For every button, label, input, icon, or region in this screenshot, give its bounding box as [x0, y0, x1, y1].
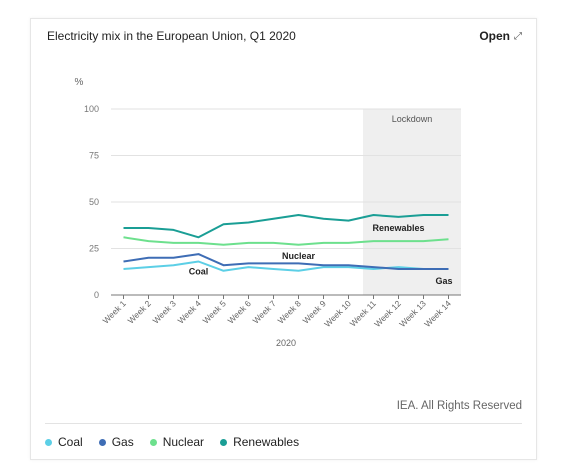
external-link-icon: ⤢	[514, 30, 522, 42]
x-tick-label: Week 10	[322, 298, 353, 329]
legend-label: Coal	[58, 435, 83, 449]
x-tick-label: Week 3	[151, 298, 179, 326]
chart-title: Electricity mix in the European Union, Q…	[47, 29, 296, 43]
legend-divider	[45, 423, 522, 424]
y-tick-label: 50	[89, 197, 99, 207]
legend-item-nuclear[interactable]: Nuclear	[149, 435, 205, 449]
y-tick-label: 100	[84, 104, 99, 114]
legend-marker-icon	[220, 438, 228, 446]
open-label: Open	[479, 29, 510, 43]
series-label-coal: Coal	[189, 267, 209, 277]
series-line-gas	[123, 253, 449, 270]
x-tick-label: Week 1	[101, 298, 129, 326]
chart-card: Electricity mix in the European Union, Q…	[30, 18, 537, 460]
series-line-coal	[123, 260, 449, 272]
y-axis-label: %	[75, 77, 84, 88]
legend-label: Renewables	[233, 435, 300, 449]
credit-text: IEA. All Rights Reserved	[396, 400, 522, 412]
x-tick-label: Week 5	[201, 298, 229, 326]
open-button[interactable]: Open ⤢	[479, 29, 522, 43]
x-tick-label: Week 4	[176, 298, 204, 326]
series-label-nuclear: Nuclear	[282, 251, 316, 261]
lockdown-label: Lockdown	[392, 114, 433, 124]
y-tick-label: 0	[94, 290, 99, 300]
x-tick-label: Week 8	[276, 298, 304, 326]
series-line-nuclear	[123, 236, 449, 246]
x-tick-label: Week 2	[126, 298, 154, 326]
x-tick-label: Week 7	[251, 298, 279, 326]
legend-marker-icon	[45, 438, 52, 446]
y-tick-label: 75	[89, 151, 99, 161]
x-axis-label: 2020	[276, 338, 296, 348]
x-tick-label: Week 14	[422, 298, 453, 329]
legend-label: Gas	[111, 435, 134, 449]
y-tick-label: 25	[89, 244, 99, 254]
series-label-renewables: Renewables	[372, 223, 424, 233]
series-line-renewables	[123, 214, 449, 239]
legend-label: Nuclear	[162, 435, 205, 449]
legend-item-renewables[interactable]: Renewables	[220, 435, 299, 449]
legend-marker-icon	[98, 438, 106, 446]
x-tick-label: Week 6	[226, 298, 254, 326]
chart-legend: Coal Gas Nuclear Renewables	[45, 435, 299, 449]
series-label-gas: Gas	[435, 276, 452, 286]
legend-marker-icon	[149, 438, 157, 446]
legend-item-coal[interactable]: Coal	[45, 435, 83, 449]
legend-item-gas[interactable]: Gas	[98, 435, 134, 449]
